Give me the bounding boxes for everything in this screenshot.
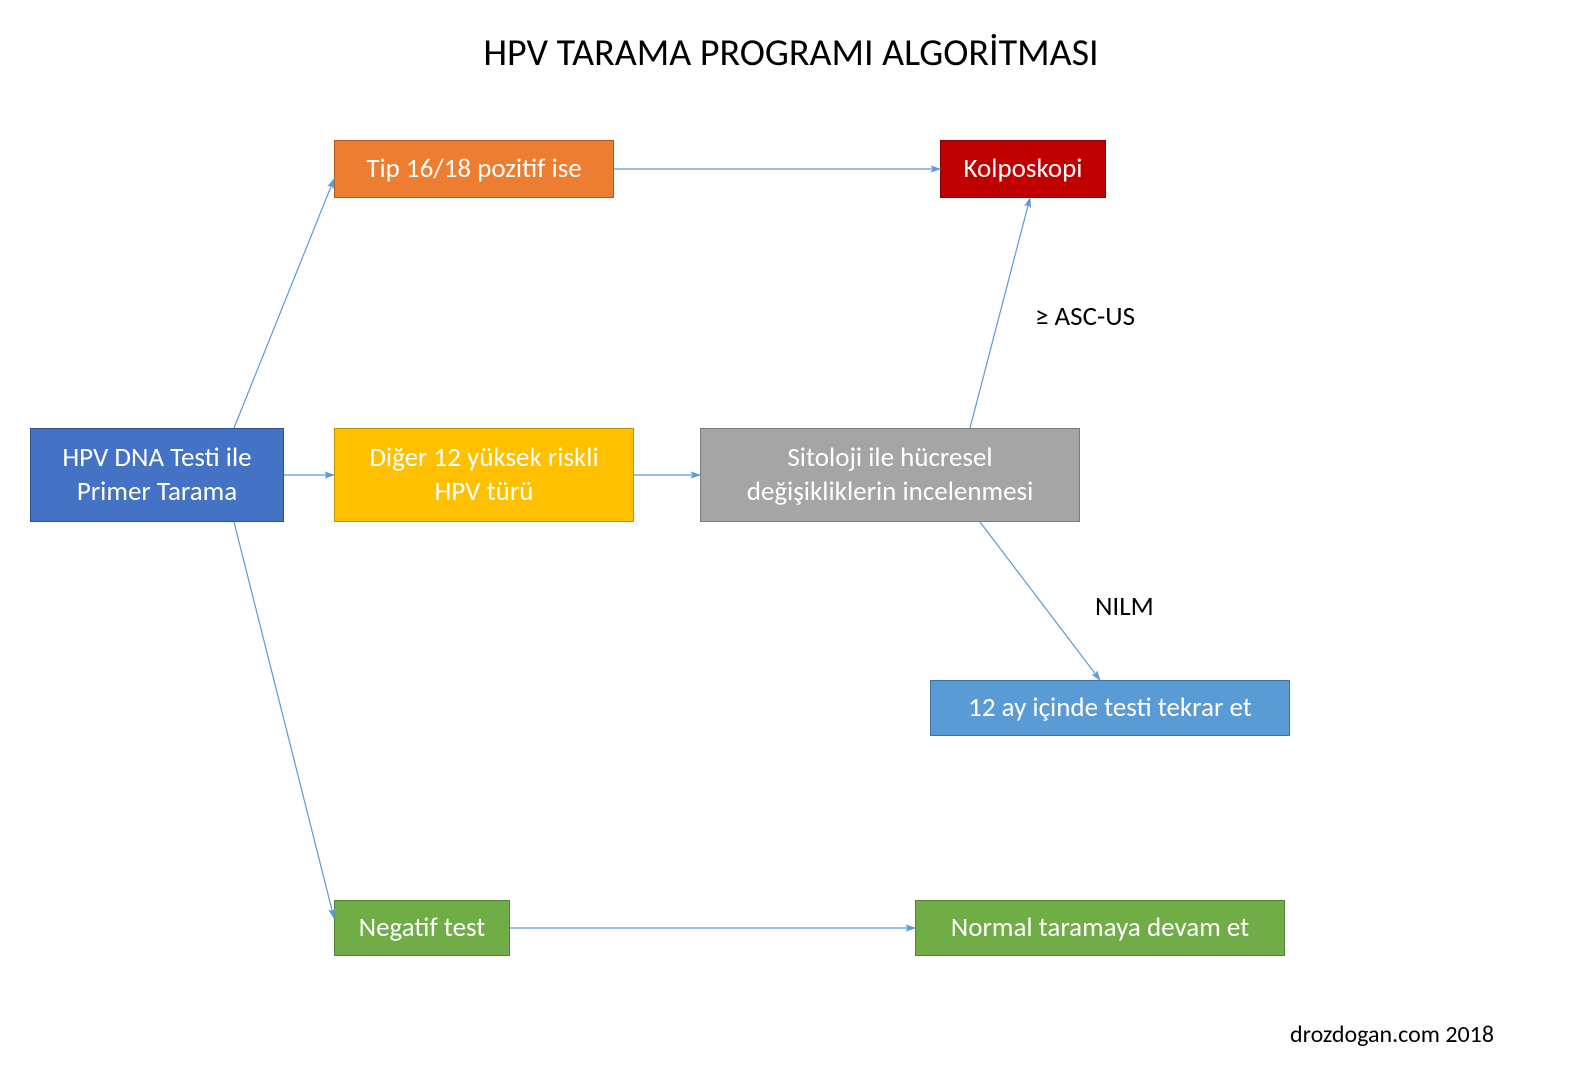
node-sitoloji-label: Sitoloji ile hücreseldeğişikliklerin inc…: [747, 441, 1034, 509]
edges-layer: [0, 0, 1582, 1071]
flowchart-canvas: HPV TARAMA PROGRAMI ALGORİTMASI HPV DNA …: [0, 0, 1582, 1071]
node-start: HPV DNA Testi ilePrimer Tarama: [30, 428, 284, 522]
edge-sitoloji-to-kolposkopi: [970, 198, 1030, 428]
node-type1618-label: Tip 16/18 pozitif ise: [366, 152, 581, 186]
node-negative-label: Negatif test: [359, 911, 486, 945]
node-normal: Normal taramaya devam et: [915, 900, 1285, 956]
node-sitoloji: Sitoloji ile hücreseldeğişikliklerin inc…: [700, 428, 1080, 522]
credit-text: drozdogan.com 2018: [1290, 1020, 1494, 1049]
node-other12: Diğer 12 yüksek riskliHPV türü: [334, 428, 634, 522]
node-repeat12-label: 12 ay içinde testi tekrar et: [968, 691, 1252, 725]
edge-label-ascus: ≥ ASC-US: [1035, 300, 1135, 333]
node-type1618: Tip 16/18 pozitif ise: [334, 140, 614, 198]
node-repeat12: 12 ay içinde testi tekrar et: [930, 680, 1290, 736]
node-normal-label: Normal taramaya devam et: [951, 911, 1249, 945]
node-negative: Negatif test: [334, 900, 510, 956]
node-start-label: HPV DNA Testi ilePrimer Tarama: [62, 441, 251, 509]
edge-label-nilm: NILM: [1095, 590, 1154, 623]
node-other12-label: Diğer 12 yüksek riskliHPV türü: [369, 441, 598, 509]
node-kolposkopi: Kolposkopi: [940, 140, 1106, 198]
edge-start-to-type1618: [234, 179, 334, 428]
node-kolposkopi-label: Kolposkopi: [964, 152, 1083, 186]
edge-start-to-negative: [234, 522, 334, 918]
edge-sitoloji-to-repeat12: [980, 522, 1100, 680]
diagram-title: HPV TARAMA PROGRAMI ALGORİTMASI: [0, 30, 1582, 76]
